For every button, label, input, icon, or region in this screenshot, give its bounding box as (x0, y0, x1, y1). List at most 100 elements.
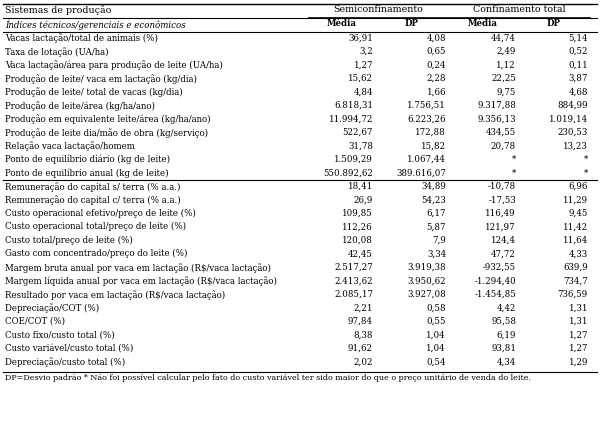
Text: 121,97: 121,97 (485, 222, 516, 231)
Text: 31,78: 31,78 (348, 141, 373, 150)
Text: 36,91: 36,91 (348, 33, 373, 42)
Text: Custo total/preço de leite (%): Custo total/preço de leite (%) (5, 236, 133, 245)
Text: 0,58: 0,58 (427, 304, 446, 312)
Text: 1,66: 1,66 (427, 87, 446, 96)
Text: 3.927,08: 3.927,08 (407, 290, 446, 299)
Text: 3,2: 3,2 (359, 47, 373, 56)
Text: -1.294,40: -1.294,40 (474, 276, 516, 285)
Text: 2.517,27: 2.517,27 (334, 263, 373, 272)
Text: 0,24: 0,24 (427, 60, 446, 69)
Text: Resultado por vaca em lactação (R$/vaca lactação): Resultado por vaca em lactação (R$/vaca … (5, 290, 225, 299)
Text: Confinamento total: Confinamento total (473, 5, 565, 14)
Text: 639,9: 639,9 (563, 263, 588, 272)
Text: 13,23: 13,23 (563, 141, 588, 150)
Text: 124,4: 124,4 (491, 236, 516, 245)
Text: Custo fixo/custo total (%): Custo fixo/custo total (%) (5, 330, 115, 339)
Text: -932,55: -932,55 (483, 263, 516, 272)
Text: 18,41: 18,41 (348, 182, 373, 191)
Text: 91,62: 91,62 (348, 344, 373, 353)
Text: *: * (512, 155, 516, 164)
Text: 22,25: 22,25 (491, 74, 516, 83)
Text: 15,62: 15,62 (348, 74, 373, 83)
Text: 9,45: 9,45 (569, 209, 588, 218)
Text: 1,29: 1,29 (569, 357, 588, 366)
Text: 20,78: 20,78 (491, 141, 516, 150)
Text: 26,9: 26,9 (353, 195, 373, 204)
Text: 4,33: 4,33 (569, 249, 588, 258)
Text: Produção em equivalente leite/área (kg/ha/ano): Produção em equivalente leite/área (kg/h… (5, 114, 211, 124)
Text: 230,53: 230,53 (558, 128, 588, 137)
Text: 11,64: 11,64 (563, 236, 588, 245)
Text: Vacas lactação/total de animais (%): Vacas lactação/total de animais (%) (5, 33, 158, 43)
Text: DP: DP (404, 20, 419, 29)
Text: 1.509,29: 1.509,29 (334, 155, 373, 164)
Text: 1,27: 1,27 (353, 60, 373, 69)
Text: Taxa de lotação (UA/ha): Taxa de lotação (UA/ha) (5, 47, 109, 57)
Text: Custo variável/custo total (%): Custo variável/custo total (%) (5, 344, 133, 353)
Text: DP=Desvio padrão * Não foi possível calcular pelo fato do custo variável ter sid: DP=Desvio padrão * Não foi possível calc… (5, 374, 531, 381)
Text: 2.413,62: 2.413,62 (334, 276, 373, 285)
Text: 34,89: 34,89 (421, 182, 446, 191)
Text: 8,38: 8,38 (353, 330, 373, 339)
Text: Custo operacional efetivo/preço de leite (%): Custo operacional efetivo/preço de leite… (5, 209, 196, 218)
Text: Vaca lactação/área para produção de leite (UA/ha): Vaca lactação/área para produção de leit… (5, 60, 223, 70)
Text: -1.454,85: -1.454,85 (474, 290, 516, 299)
Text: Gasto com concentrado/preço do leite (%): Gasto com concentrado/preço do leite (%) (5, 249, 187, 258)
Text: Ponto de equilíbrio anual (kg de leite): Ponto de equilíbrio anual (kg de leite) (5, 169, 169, 178)
Text: Depreciação/COT (%): Depreciação/COT (%) (5, 304, 99, 313)
Text: 0,55: 0,55 (427, 317, 446, 326)
Text: 11,42: 11,42 (563, 222, 588, 231)
Text: 2,21: 2,21 (353, 304, 373, 312)
Text: 0,65: 0,65 (427, 47, 446, 56)
Text: 1,04: 1,04 (427, 344, 446, 353)
Text: *: * (584, 169, 588, 177)
Text: 5,87: 5,87 (427, 222, 446, 231)
Text: 15,82: 15,82 (421, 141, 446, 150)
Text: 434,55: 434,55 (486, 128, 516, 137)
Text: Produção de leite/ total de vacas (kg/dia): Produção de leite/ total de vacas (kg/di… (5, 87, 183, 97)
Text: Produção de leite/ vaca em lactação (kg/dia): Produção de leite/ vaca em lactação (kg/… (5, 74, 197, 84)
Text: 1,04: 1,04 (427, 330, 446, 339)
Text: 6,17: 6,17 (427, 209, 446, 218)
Text: 109,85: 109,85 (342, 209, 373, 218)
Text: 11,29: 11,29 (563, 195, 588, 204)
Text: 2,28: 2,28 (427, 74, 446, 83)
Text: 5,14: 5,14 (569, 33, 588, 42)
Text: 7,9: 7,9 (432, 236, 446, 245)
Text: 522,67: 522,67 (343, 128, 373, 137)
Text: 0,52: 0,52 (569, 47, 588, 56)
Text: 2,02: 2,02 (353, 357, 373, 366)
Text: Remuneração do capital s/ terra (% a.a.): Remuneração do capital s/ terra (% a.a.) (5, 182, 181, 192)
Text: Margem bruta anual por vaca em lactação (R$/vaca lactação): Margem bruta anual por vaca em lactação … (5, 263, 271, 273)
Text: Sistemas de produção: Sistemas de produção (5, 5, 112, 15)
Text: 1,31: 1,31 (569, 304, 588, 312)
Text: 1,31: 1,31 (569, 317, 588, 326)
Text: 884,99: 884,99 (557, 101, 588, 110)
Text: Média: Média (326, 20, 356, 29)
Text: *: * (584, 155, 588, 164)
Text: 172,88: 172,88 (415, 128, 446, 137)
Text: 4,08: 4,08 (427, 33, 446, 42)
Text: Produção de leite dia/mão de obra (kg/serviço): Produção de leite dia/mão de obra (kg/se… (5, 128, 208, 138)
Text: 9.317,88: 9.317,88 (477, 101, 516, 110)
Text: 2,49: 2,49 (497, 47, 516, 56)
Text: 9.356,13: 9.356,13 (478, 114, 516, 123)
Text: Índices técnicos/gerenciais e econômicos: Índices técnicos/gerenciais e econômicos (5, 20, 185, 30)
Text: Relação vaca lactação/homem: Relação vaca lactação/homem (5, 141, 135, 151)
Text: Custo operacional total/preço de leite (%): Custo operacional total/preço de leite (… (5, 222, 186, 232)
Text: Média: Média (468, 20, 498, 29)
Text: 9,75: 9,75 (497, 87, 516, 96)
Text: Remuneração do capital c/ terra (% a.a.): Remuneração do capital c/ terra (% a.a.) (5, 195, 181, 205)
Text: -10,78: -10,78 (488, 182, 516, 191)
Text: 11.994,72: 11.994,72 (329, 114, 373, 123)
Text: -17,53: -17,53 (488, 195, 516, 204)
Text: 47,72: 47,72 (491, 249, 516, 258)
Text: Depreciação/custo total (%): Depreciação/custo total (%) (5, 357, 125, 367)
Text: *: * (512, 169, 516, 177)
Text: 1,12: 1,12 (496, 60, 516, 69)
Text: 1,27: 1,27 (569, 344, 588, 353)
Text: Produção de leite/área (kg/ha/ano): Produção de leite/área (kg/ha/ano) (5, 101, 155, 110)
Text: 3.919,38: 3.919,38 (407, 263, 446, 272)
Text: 3.950,62: 3.950,62 (407, 276, 446, 285)
Text: 0,11: 0,11 (568, 60, 588, 69)
